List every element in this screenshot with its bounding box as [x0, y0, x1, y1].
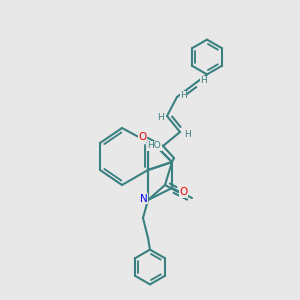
Text: H: H — [184, 130, 191, 139]
Text: N: N — [140, 194, 147, 203]
Text: O: O — [179, 187, 188, 197]
Text: H: H — [158, 113, 164, 122]
Text: H: H — [200, 76, 207, 85]
Text: HO: HO — [148, 141, 161, 150]
Text: H: H — [180, 91, 187, 100]
Text: O: O — [139, 131, 147, 142]
